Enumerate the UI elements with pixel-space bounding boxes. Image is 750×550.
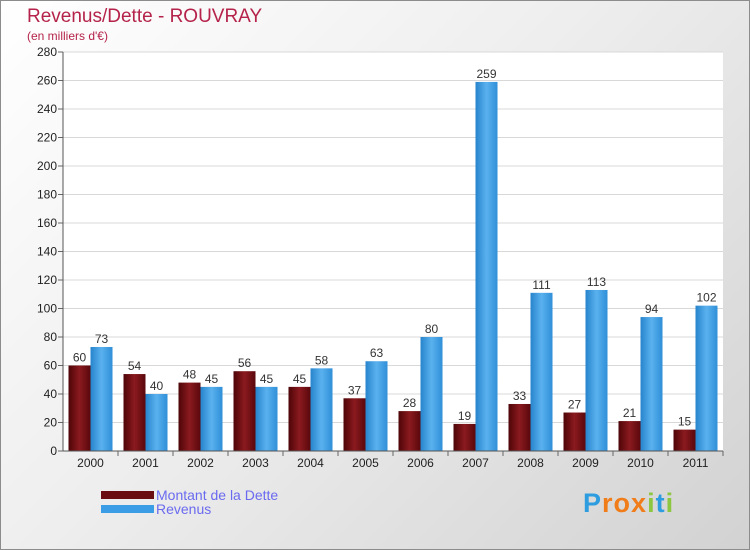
logo-letter: t [655, 488, 666, 518]
bar-revenus [200, 386, 223, 451]
value-label-revenus: 113 [587, 275, 606, 289]
y-tick-label: 40 [44, 387, 58, 401]
bar-dette [508, 403, 531, 451]
bar-dette [68, 365, 91, 451]
x-tick-label: 2001 [132, 456, 159, 470]
logo-letter: r [602, 488, 614, 518]
bar-dette [398, 411, 421, 451]
y-tick-label: 20 [44, 416, 58, 430]
value-label-dette: 15 [678, 415, 692, 429]
bar-dette [288, 386, 311, 451]
value-label-dette: 37 [348, 383, 362, 397]
y-tick-label: 200 [37, 159, 57, 173]
y-tick-label: 180 [37, 188, 57, 202]
bar-revenus [420, 337, 443, 451]
value-label-dette: 45 [293, 372, 307, 386]
x-tick-label: 2008 [517, 456, 544, 470]
y-tick-label: 0 [50, 444, 57, 458]
chart-title: Revenus/Dette - ROUVRAY [27, 6, 263, 27]
x-tick-label: 2006 [407, 456, 434, 470]
bar-revenus [310, 368, 333, 451]
value-label-revenus: 58 [315, 353, 329, 367]
value-label-revenus: 63 [370, 346, 384, 360]
x-tick-label: 2002 [187, 456, 214, 470]
value-label-dette: 19 [458, 409, 472, 423]
chart-subtitle: (en milliers d'€) [27, 29, 108, 43]
bar-dette [618, 421, 641, 451]
y-tick-label: 280 [37, 45, 57, 59]
value-label-dette: 56 [238, 356, 252, 370]
bar-revenus [365, 361, 388, 451]
bar-dette [343, 398, 366, 451]
x-tick-label: 2007 [462, 456, 489, 470]
value-label-revenus: 45 [205, 372, 219, 386]
legend-item-dette: Montant de la Dette [101, 487, 278, 503]
x-tick-label: 2005 [352, 456, 379, 470]
proxiti-logo: Proxiti [583, 488, 674, 519]
bar-dette [563, 412, 586, 451]
x-tick-label: 2009 [572, 456, 599, 470]
value-label-dette: 48 [183, 368, 197, 382]
value-label-dette: 27 [568, 398, 582, 412]
value-label-dette: 21 [623, 406, 637, 420]
value-label-revenus: 80 [425, 322, 439, 336]
value-label-revenus: 111 [532, 278, 551, 292]
bar-dette [453, 423, 476, 451]
value-label-revenus: 73 [95, 332, 109, 346]
bar-revenus [530, 292, 553, 451]
bar-revenus [640, 317, 663, 451]
value-label-revenus: 259 [476, 67, 496, 81]
x-tick-label: 2000 [77, 456, 104, 470]
y-tick-label: 120 [37, 273, 57, 287]
y-tick-label: 100 [37, 302, 57, 316]
bar-revenus [255, 386, 278, 451]
value-label-revenus: 45 [260, 372, 274, 386]
bar-revenus [475, 81, 498, 452]
value-label-revenus: 102 [696, 291, 716, 305]
x-tick-label: 2004 [297, 456, 324, 470]
legend-label-revenus: Revenus [156, 501, 212, 517]
value-label-dette: 33 [513, 389, 527, 403]
value-label-revenus: 94 [645, 302, 659, 316]
bar-revenus [145, 394, 168, 451]
value-label-revenus: 40 [150, 379, 164, 393]
y-tick-label: 140 [37, 245, 57, 259]
legend-label-dette: Montant de la Dette [156, 487, 279, 503]
logo-letter: P [583, 488, 603, 518]
legend-swatch-dette [101, 491, 154, 499]
logo-letter: x [631, 488, 648, 518]
bar-dette [178, 382, 201, 451]
bar-dette [233, 371, 256, 451]
bar-dette [673, 429, 696, 451]
y-tick-label: 80 [44, 330, 58, 344]
y-tick-label: 240 [37, 102, 57, 116]
y-tick-label: 260 [37, 74, 57, 88]
y-tick-label: 220 [37, 131, 57, 145]
logo-letter: i [647, 488, 656, 518]
value-label-dette: 60 [73, 351, 87, 365]
bar-revenus [90, 346, 113, 451]
y-tick-label: 160 [37, 216, 57, 230]
legend-swatch-revenus [101, 505, 154, 513]
legend-item-revenus: Revenus [101, 501, 211, 517]
bar-dette [123, 374, 146, 451]
logo-letter: i [665, 488, 675, 518]
x-tick-label: 2003 [242, 456, 269, 470]
x-tick-label: 2010 [627, 456, 654, 470]
value-label-dette: 54 [128, 359, 142, 373]
bar-revenus [695, 305, 718, 451]
x-tick-label: 2011 [683, 456, 709, 470]
value-label-dette: 28 [403, 396, 417, 410]
logo-letter: o [613, 488, 632, 518]
y-tick-label: 60 [44, 359, 58, 373]
bar-revenus [585, 289, 608, 451]
